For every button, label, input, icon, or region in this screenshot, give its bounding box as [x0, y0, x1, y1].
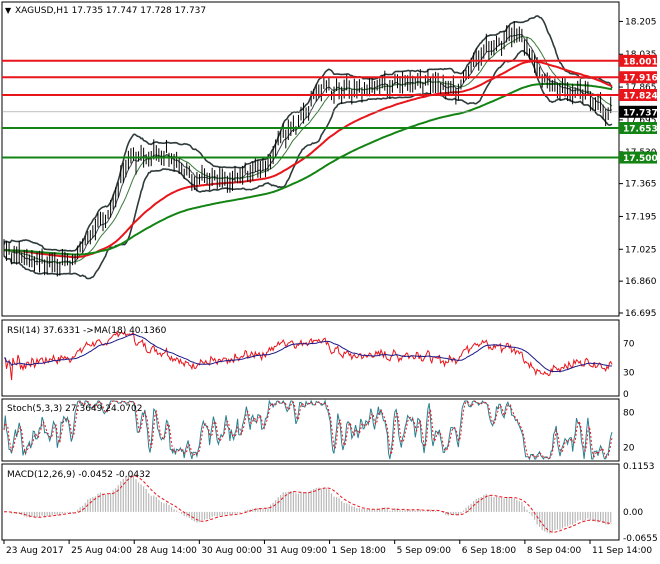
price-tag-label: 17.916	[623, 74, 658, 84]
rsi-title: RSI(14) 37.6331 ->MA(18) 40.1360	[7, 326, 167, 336]
time-label: 25 Aug 04:00	[71, 546, 132, 556]
macd-tick-label: -0.0655	[623, 534, 658, 544]
price-tag	[619, 122, 657, 135]
price-tick-label: 17.025	[625, 245, 657, 255]
time-label: 1 Sep 18:00	[332, 546, 387, 556]
price-tag	[619, 151, 657, 164]
time-label: 8 Sep 04:00	[527, 546, 582, 556]
time-label: 6 Sep 18:00	[462, 546, 517, 556]
macd-signal-line	[3, 475, 613, 533]
price-tag	[619, 71, 657, 84]
price-tick-label: 17.365	[625, 180, 657, 190]
price-tick-label: 16.860	[625, 277, 657, 287]
ma-green	[4, 82, 613, 256]
macd-tick-label: 0.1153	[623, 462, 655, 472]
rsi-tick-label: 30	[623, 368, 635, 378]
time-label: 5 Sep 09:00	[397, 546, 452, 556]
bollinger-mid	[3, 35, 613, 264]
price-tag-label: 17.653	[623, 125, 658, 135]
symbol-header: XAGUSD,H1 17.735 17.747 17.728 17.737	[15, 6, 206, 16]
stoch-tick-label: 20	[623, 443, 635, 453]
macd-panel	[1, 463, 620, 541]
macd-tick-label: 0.00	[623, 508, 643, 518]
time-label: 11 Sep 14:00	[592, 546, 652, 556]
stoch-tick-label: 80	[623, 409, 635, 419]
dropdown-arrow[interactable]: ▼	[5, 6, 12, 15]
price-tag	[619, 54, 657, 67]
stoch-title: Stoch(5,3,3) 27.3649 24.0702	[7, 404, 142, 414]
price-panel	[1, 1, 620, 317]
rsi-ma-line	[4, 333, 612, 373]
price-tick-label: 17.865	[625, 83, 657, 93]
time-label: 31 Aug 09:00	[266, 546, 327, 556]
price-tag	[619, 105, 657, 118]
price-tag-label: 17.824	[623, 91, 658, 101]
price-tag-label: 18.001	[623, 57, 658, 67]
stoch-d-line	[3, 400, 613, 459]
ma-red	[4, 60, 613, 259]
rsi-tick-label: 0	[623, 390, 629, 400]
time-label: 28 Aug 14:00	[136, 546, 197, 556]
price-tag	[619, 88, 657, 101]
rsi-tick-label: 70	[623, 340, 635, 350]
time-label: 23 Aug 2017	[6, 546, 64, 556]
time-label: 30 Aug 00:00	[201, 546, 262, 556]
rsi-panel	[1, 319, 620, 397]
price-tick-label: 17.695	[625, 116, 657, 126]
macd-title: MACD(12,26,9) -0.0452 -0.0432	[7, 470, 151, 480]
price-tag-label: 17.500	[623, 154, 658, 164]
bollinger-upper	[3, 15, 613, 252]
price-tick-label: 18.205	[625, 17, 657, 27]
price-tick-label: 16.695	[625, 309, 657, 319]
price-tag-label: 17.737	[623, 108, 658, 118]
price-tick-label: 17.195	[625, 212, 657, 222]
stoch-panel	[1, 398, 620, 462]
